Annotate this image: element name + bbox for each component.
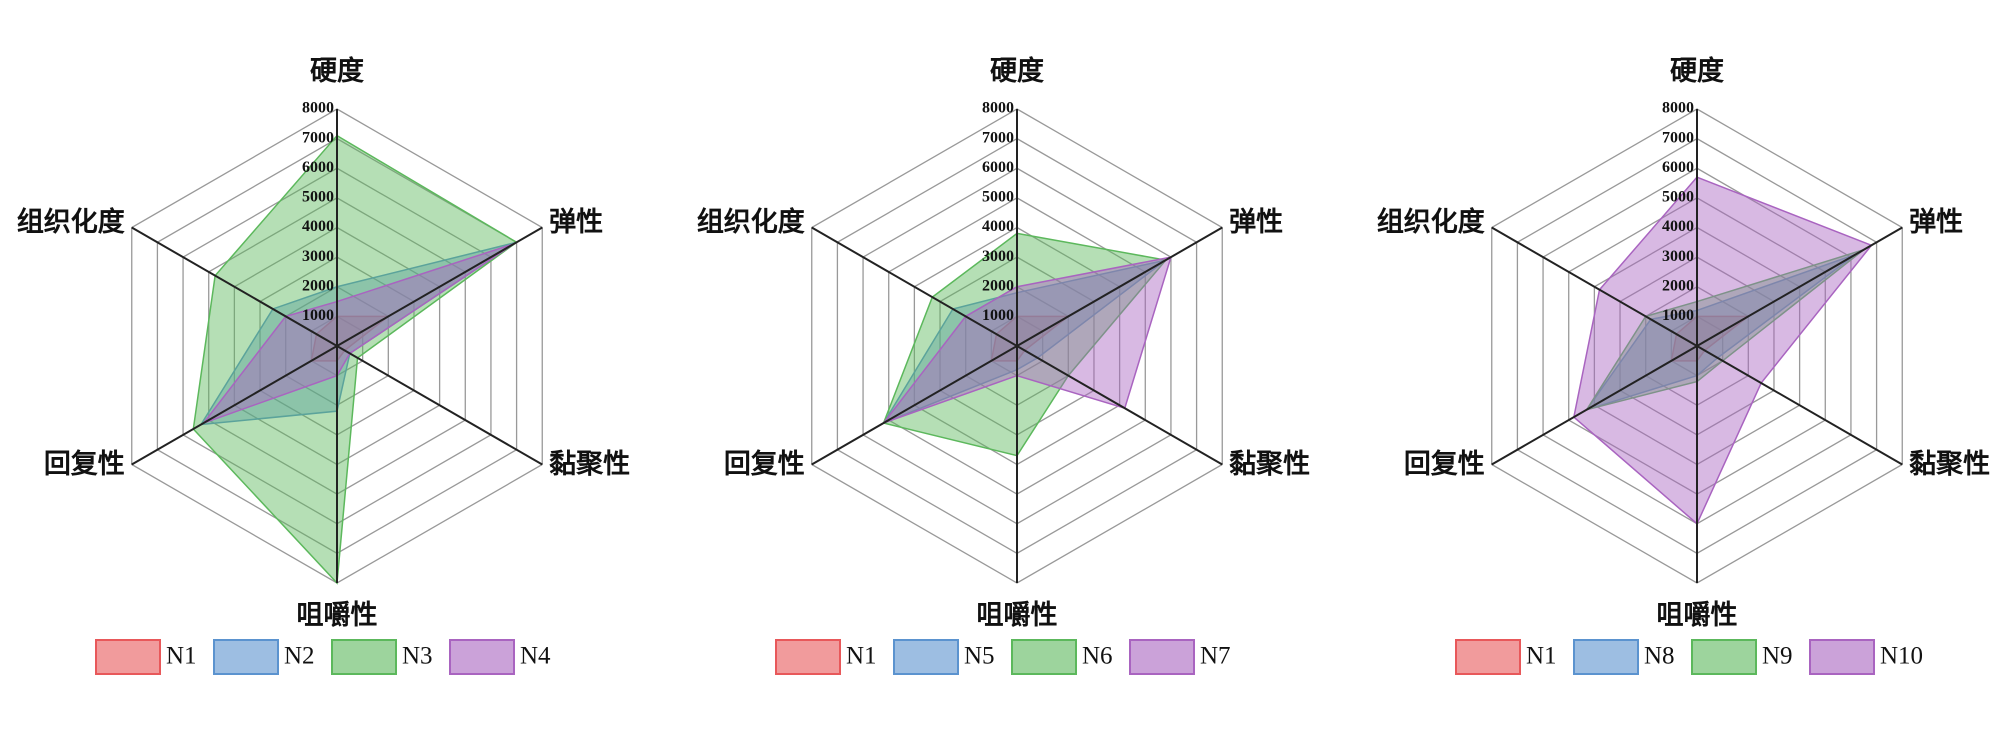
legend-text: N7 [1200,643,1231,670]
legend-swatch [95,639,161,675]
axis-label: 硬度 [1670,55,1724,86]
axis-label: 硬度 [990,55,1044,86]
axis-label: 组织化度 [17,206,125,237]
series-area [1573,176,1873,525]
legend-text: N4 [520,643,551,670]
tick-label: 4000 [302,218,334,235]
tick-label: 7000 [302,129,334,146]
tick-label: 1000 [982,307,1014,324]
legend-text: N8 [1644,643,1675,670]
legend-swatch [775,639,841,675]
axis-label: 组织化度 [1377,206,1485,237]
axis-spoke [811,226,1018,347]
axis-label: 回复性 [724,449,805,479]
axis-label: 组织化度 [697,206,805,237]
axis-label: 黏聚性 [1909,449,1990,479]
legend-swatch [1573,639,1639,675]
tick-label: 6000 [982,159,1014,176]
axis-spoke [811,345,1018,466]
tick-label: 8000 [302,100,334,117]
tick-label: 6000 [302,159,334,176]
axis-label: 回复性 [44,449,125,479]
legend-swatch [1809,639,1875,675]
axis-label: 咀嚼性 [297,600,378,630]
legend-text: N1 [1526,643,1557,670]
tick-label: 2000 [982,277,1014,294]
tick-label: 2000 [1662,277,1694,294]
axis-spoke [336,226,543,347]
tick-label: 5000 [982,189,1014,206]
legend-swatch [213,639,279,675]
legend-swatch [1691,639,1757,675]
axis-spoke [1016,345,1223,466]
tick-label: 8000 [982,100,1014,117]
axis-spoke [336,345,543,466]
legend-swatch [331,639,397,675]
tick-label: 1000 [1662,307,1694,324]
legend-swatch [1129,639,1195,675]
tick-label: 4000 [1662,218,1694,235]
tick-label: 8000 [1662,100,1694,117]
legend-text: N1 [846,643,877,670]
axis-spoke [1696,226,1903,347]
axis-spoke [131,345,338,466]
axis-label: 硬度 [310,55,364,86]
tick-label: 6000 [1662,159,1694,176]
axis-spoke [131,226,338,347]
tick-label: 3000 [1662,248,1694,265]
legend-text: N1 [166,643,197,670]
legend-text: N2 [284,643,315,670]
legend-text: N6 [1082,643,1113,670]
legend-swatch [1011,639,1077,675]
tick-label: 5000 [302,189,334,206]
series-area [192,134,518,585]
tick-label: 7000 [1662,129,1694,146]
legend-swatch [1455,639,1521,675]
axis-label: 黏聚性 [1229,449,1310,479]
legend-text: N3 [402,643,433,670]
radar-chart: 1000 2000 3000 4000 5000 6000 7000 8000 硬度弹性黏聚性咀… [697,55,1310,675]
radar-chart: 1000 2000 3000 4000 5000 6000 7000 8000 硬度弹性黏聚性咀… [17,55,630,675]
axis-label: 咀嚼性 [1657,600,1738,630]
axis-label: 咀嚼性 [977,600,1058,630]
axis-label: 黏聚性 [549,449,630,479]
axis-spoke [1491,345,1698,466]
tick-label: 1000 [302,307,334,324]
legend-text: N10 [1880,643,1923,670]
radar-chart: 1000 2000 3000 4000 5000 6000 7000 8000 硬度弹性黏聚性咀… [1377,55,1990,675]
legend-swatch [449,639,515,675]
tick-label: 7000 [982,129,1014,146]
tick-label: 2000 [302,277,334,294]
axis-label: 回复性 [1404,449,1485,479]
tick-label: 4000 [982,218,1014,235]
axis-label: 弹性 [549,207,603,237]
legend-text: N5 [964,643,995,670]
legend-swatch [893,639,959,675]
tick-label: 3000 [982,248,1014,265]
tick-label: 3000 [302,248,334,265]
tick-label: 5000 [1662,189,1694,206]
axis-spoke [1491,226,1698,347]
legend-text: N9 [1762,643,1793,670]
axis-label: 弹性 [1229,207,1283,237]
axis-spoke [1696,345,1903,466]
axis-label: 弹性 [1909,207,1963,237]
axis-spoke [1016,226,1223,347]
